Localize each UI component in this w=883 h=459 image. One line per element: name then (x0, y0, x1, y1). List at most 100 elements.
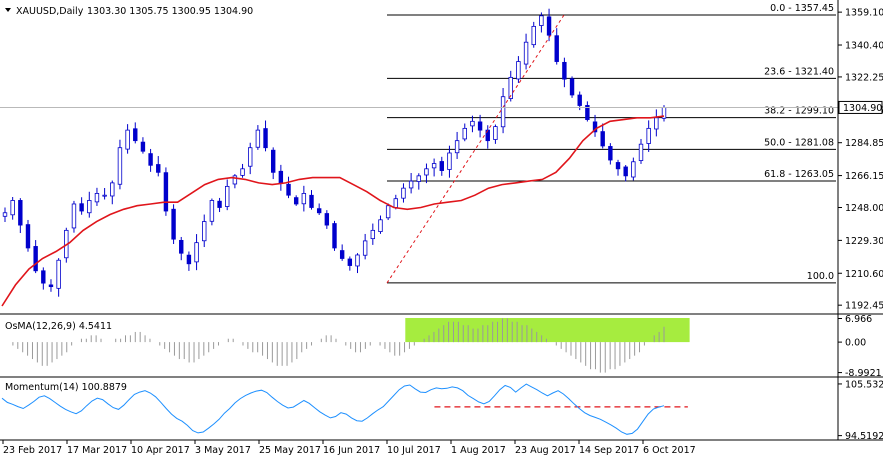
current-price-tag-text: 1304.90 (843, 103, 882, 114)
candle-body (408, 180, 414, 189)
candle-body (263, 128, 268, 149)
time-tick-label: 1 Aug 2017 (451, 445, 506, 456)
candle-body (339, 250, 345, 259)
candle-body (140, 141, 146, 152)
candle-body (600, 131, 605, 147)
time-tick-label: 23 Aug 2017 (515, 445, 576, 456)
candle-body (523, 41, 529, 65)
candle-body (79, 203, 84, 212)
candle-body (33, 246, 38, 272)
candle-body (516, 61, 521, 80)
symbol-label: XAUUSD,Daily (16, 6, 84, 17)
candle-body (332, 223, 337, 249)
candle-body (654, 117, 659, 130)
candle-body (255, 129, 261, 148)
candle-body (117, 147, 123, 185)
candle-body (454, 140, 460, 154)
candle-body (125, 129, 130, 150)
time-axis[interactable]: 23 Feb 2017 17 Mar 2017 10 Apr 2017 3 May 2… (2, 440, 696, 456)
price-tick-label: 1359.10 (845, 8, 883, 19)
price-axis[interactable]: 1359.101340.401322.251303.551284.851266.… (838, 8, 883, 312)
candle-body (225, 185, 230, 207)
candle-body (171, 208, 176, 240)
candle-body (278, 170, 284, 184)
candle-body (148, 153, 153, 166)
candle-body (202, 221, 207, 242)
candle-body (41, 270, 46, 284)
time-tick-label: 10 Apr 2017 (131, 445, 190, 456)
candle-body (401, 187, 406, 199)
candle-body (385, 205, 391, 219)
panel-frame (0, 0, 883, 441)
time-tick-label: 14 Sep 2017 (579, 445, 639, 456)
candle-body (156, 164, 161, 173)
price-tick-label: 1192.45 (845, 301, 883, 312)
candle-body (623, 166, 628, 177)
candle-body (546, 16, 552, 36)
candle-body (133, 128, 138, 142)
momentum-line (1, 383, 665, 435)
time-tick-label: 17 Mar 2017 (67, 445, 127, 456)
osma-title: OsMA(12,26,9) 4.5411 (5, 321, 112, 332)
candle-body (186, 254, 192, 265)
candle-body (270, 149, 276, 173)
candle-body (362, 240, 368, 256)
candle-body (71, 203, 77, 229)
ohlc-values: 1303.30 1305.75 1300.95 1304.90 (87, 6, 253, 17)
candle-body (248, 147, 253, 167)
momentum-title: Momentum(14) 100.8879 (5, 382, 127, 393)
candle-body (209, 200, 215, 222)
momentum-tick-label: 94.5192 (845, 431, 883, 442)
candle-body (18, 200, 23, 226)
candle-body (163, 172, 169, 212)
osma-panel: OsMA(12,26,9) 4.5411 (5, 318, 690, 373)
candle-body (370, 229, 376, 240)
candle-body (608, 146, 613, 161)
price-tick-label: 1266.15 (845, 171, 883, 182)
candle-body (439, 161, 444, 171)
candle-body (301, 193, 307, 205)
time-tick-label: 3 May 2017 (195, 445, 251, 456)
candle-body (424, 168, 429, 176)
candle-body (25, 224, 31, 249)
price-tick-label: 1210.60 (845, 269, 883, 280)
fib-level-label: 100.0 (807, 271, 834, 282)
price-tick-label: 1340.40 (845, 41, 883, 52)
candle-body (631, 161, 636, 178)
time-tick-label: 25 May 2017 (259, 445, 321, 456)
candle-body (347, 258, 353, 266)
candle-body (447, 152, 452, 170)
price-tick-label: 1284.85 (845, 138, 883, 149)
dropdown-triangle-icon[interactable] (5, 8, 11, 12)
candle-body (493, 126, 498, 140)
osma-tick-label: 0.00 (845, 338, 866, 349)
fib-level-label: 38.2 - 1299.10 (764, 106, 834, 117)
osma-axis[interactable]: 6.966 0.00 -8.9921 (838, 314, 882, 379)
candle-body (110, 182, 115, 197)
candle-body (316, 208, 322, 214)
candle-body (508, 76, 513, 99)
candle-body (562, 61, 567, 80)
main-panel: 0.0 - 1357.45 23.6 - 1321.40 38.2 - 1299.1… (0, 3, 838, 307)
candle-body (309, 194, 314, 208)
candle-body (554, 35, 559, 62)
candle-body (232, 175, 238, 185)
candle-body (615, 162, 621, 170)
moving-average-line (1, 115, 665, 307)
momentum-panel: Momentum(14) 100.8879 (1, 382, 688, 435)
price-tick-label: 1322.25 (845, 72, 883, 83)
fib-level-label: 61.8 - 1263.05 (764, 169, 834, 180)
candle-body (2, 212, 8, 217)
osma-tick-label: -8.9921 (845, 368, 882, 379)
candle-body (179, 239, 184, 254)
candle-body (462, 127, 467, 140)
candle-body (10, 200, 15, 216)
candle-body (638, 143, 644, 161)
candle-body (217, 200, 222, 208)
candle-body (324, 213, 330, 226)
current-price-tag: 1304.90 (838, 100, 883, 114)
candle-body (585, 105, 590, 120)
